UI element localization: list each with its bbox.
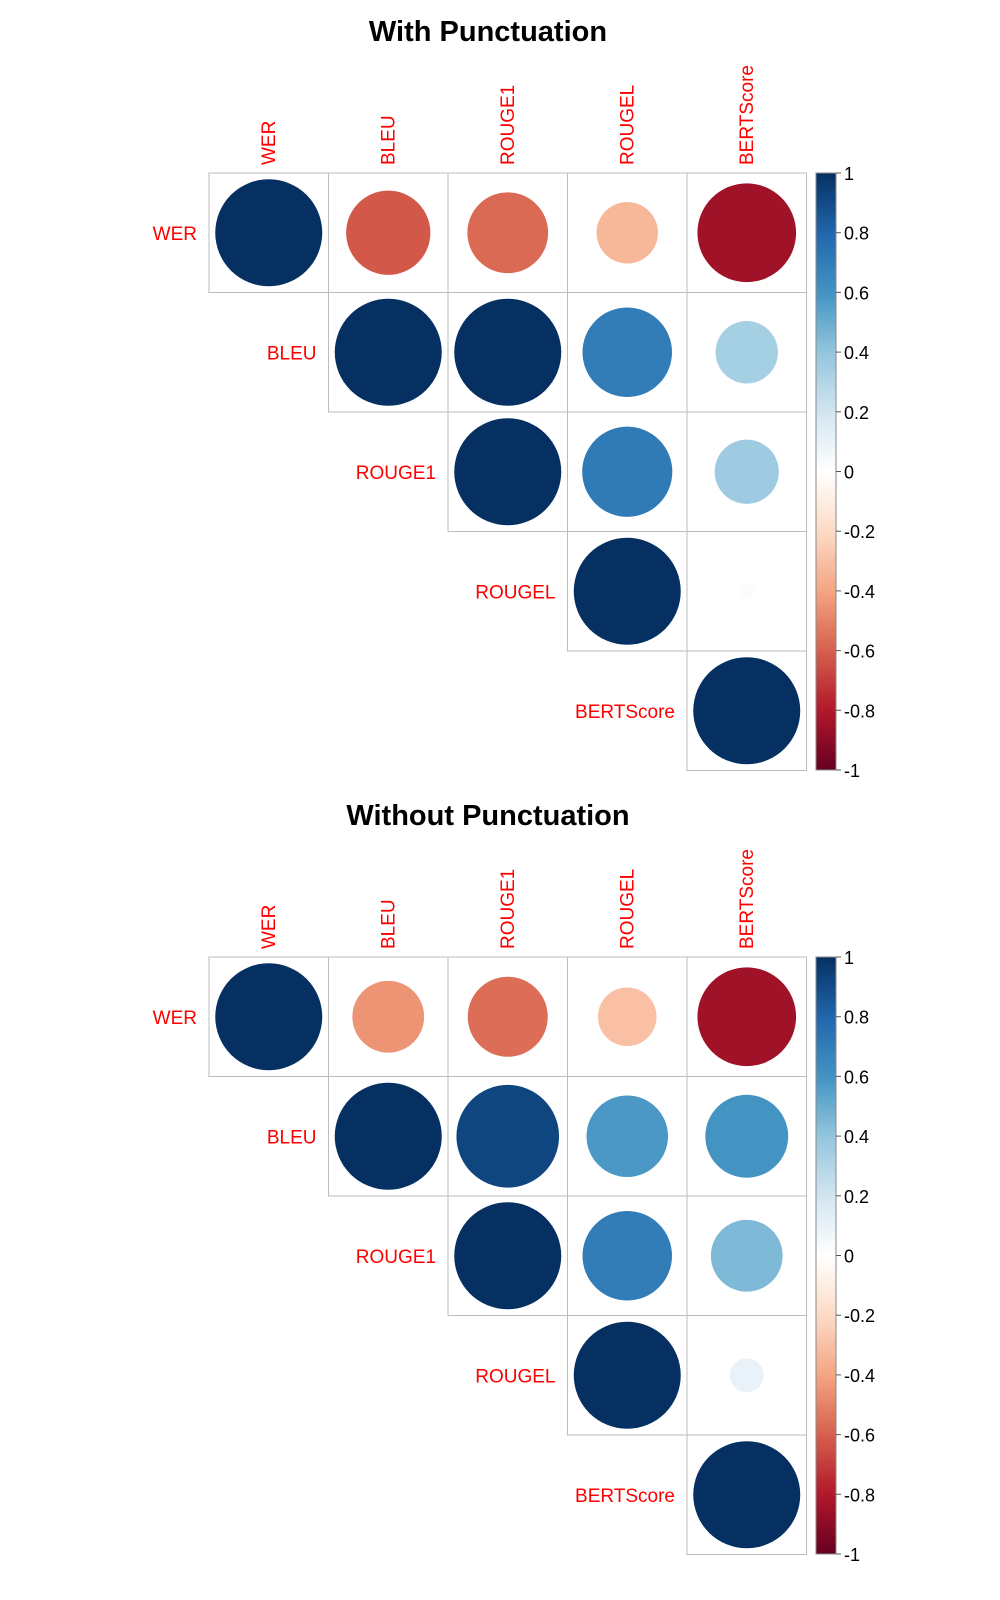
colorbar-tick-label: 0.4 <box>844 1127 869 1147</box>
colorbar-tick-label: -0.8 <box>844 701 875 721</box>
correlation-circle <box>582 307 673 398</box>
correlation-circle <box>582 1210 673 1301</box>
row-label: ROUGEL <box>475 582 555 603</box>
chart-title: Without Punctuation <box>346 800 629 832</box>
correlation-circle <box>456 1084 560 1188</box>
correlation-circle <box>352 980 425 1053</box>
colorbar-tick-label: 1 <box>844 164 854 184</box>
correlation-circle <box>693 657 801 765</box>
column-label: BERTScore <box>737 849 758 949</box>
correlation-circle <box>586 1095 668 1177</box>
correlation-circle <box>215 179 323 287</box>
column-label: ROUGEL <box>617 869 638 949</box>
row-label: ROUGEL <box>475 1366 555 1387</box>
correlation-circle <box>596 202 658 264</box>
colorbar-tick-label: -0.4 <box>844 1366 875 1386</box>
matrix-cell <box>686 531 807 652</box>
correlation-circle <box>739 583 755 599</box>
colorbar-tick-label: -0.2 <box>844 1306 875 1326</box>
chart-title: With Punctuation <box>369 16 607 48</box>
correlation-circle <box>729 1358 764 1393</box>
colorbar-tick-label: 0 <box>844 463 854 483</box>
colorbar-tick-label: -1 <box>844 761 860 781</box>
correlation-circle <box>697 183 797 283</box>
column-label: ROUGE1 <box>498 85 519 165</box>
colorbar-tick-label: -0.8 <box>844 1485 875 1505</box>
row-label: ROUGE1 <box>356 463 436 484</box>
correlation-circle <box>705 1094 789 1178</box>
correlation-circle <box>454 418 562 526</box>
column-label: WER <box>259 905 280 949</box>
column-label: WER <box>259 121 280 165</box>
correlation-circle <box>454 298 562 406</box>
correlation-circle <box>334 298 442 406</box>
correlation-circle <box>215 963 323 1071</box>
row-label: ROUGE1 <box>356 1247 436 1268</box>
row-label: WER <box>153 1008 197 1029</box>
correlation-circle <box>573 1321 681 1429</box>
colorbar-tick-label: 0.2 <box>844 1187 869 1207</box>
colorbar-tick-label: -0.2 <box>844 522 875 542</box>
colorbar-tick-label: 0.2 <box>844 403 869 423</box>
colorbar-tick-label: 0.8 <box>844 1008 869 1028</box>
correlation-circle <box>454 1202 562 1310</box>
row-label: WER <box>153 224 197 245</box>
colorbar <box>815 956 837 1555</box>
colorbar-tick-label: 0.6 <box>844 283 869 303</box>
column-label: BERTScore <box>737 65 758 165</box>
correlation-circle <box>715 321 778 384</box>
correlation-circle <box>582 426 673 517</box>
column-label: ROUGEL <box>617 85 638 165</box>
correlation-circle <box>697 967 797 1067</box>
correlation-circle <box>710 1219 783 1292</box>
colorbar-tick-label: -0.4 <box>844 582 875 602</box>
colorbar-tick-label: -0.6 <box>844 642 875 662</box>
correlation-circle <box>346 190 431 275</box>
correlation-panel: Without Punctuation WER BLEU ROUGE1 ROUGEL BE… <box>153 800 875 1565</box>
colorbar-tick-label: 1 <box>844 948 854 968</box>
correlation-circle <box>597 987 657 1047</box>
correlation-circle <box>573 537 681 645</box>
correlation-circle <box>334 1082 442 1190</box>
colorbar <box>815 172 837 771</box>
colorbar-tick-label: 0.6 <box>844 1067 869 1087</box>
column-label: BLEU <box>378 115 399 165</box>
colorbar-tick-label: 0.4 <box>844 343 869 363</box>
column-label: BLEU <box>378 899 399 949</box>
colorbar-tick-label: 0 <box>844 1247 854 1267</box>
column-label: ROUGE1 <box>498 869 519 949</box>
correlation-circle <box>467 192 549 274</box>
correlation-circle <box>714 439 779 504</box>
colorbar-tick-label: 0.8 <box>844 224 869 244</box>
colorbar-tick-label: -1 <box>844 1545 860 1565</box>
row-label: BLEU <box>267 343 317 364</box>
row-label: BERTScore <box>575 702 675 723</box>
colorbar-tick-label: -0.6 <box>844 1426 875 1446</box>
correlation-panel: With Punctuation WER BLEU ROUGE1 ROUGEL BERTS… <box>153 16 875 781</box>
row-label: BERTScore <box>575 1486 675 1507</box>
correlation-circle <box>467 976 548 1057</box>
row-label: BLEU <box>267 1127 317 1148</box>
correlation-circle <box>693 1441 801 1549</box>
